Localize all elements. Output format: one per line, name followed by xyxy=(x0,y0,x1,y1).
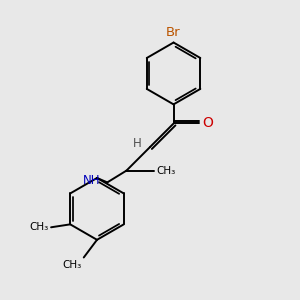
Text: Br: Br xyxy=(166,26,181,39)
Text: NH: NH xyxy=(83,174,101,187)
Text: CH₃: CH₃ xyxy=(157,166,176,176)
Text: CH₃: CH₃ xyxy=(62,260,81,270)
Text: O: O xyxy=(203,116,214,130)
Text: H: H xyxy=(133,137,142,150)
Text: CH₃: CH₃ xyxy=(29,222,49,232)
